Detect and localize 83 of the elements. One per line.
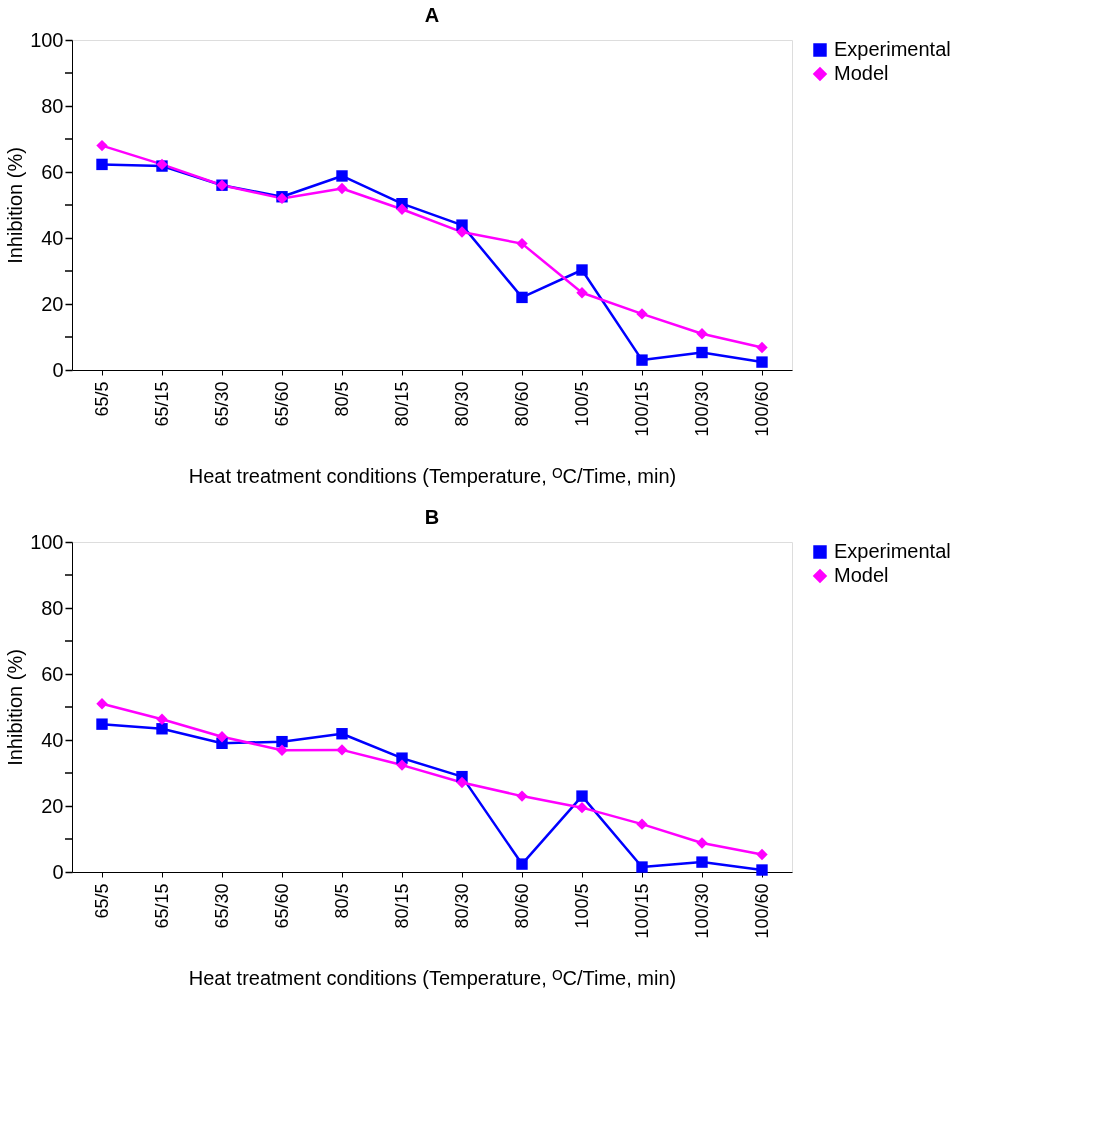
x-axis-title: Heat treatment conditions (Temperature, ᴼC/Time, min) bbox=[188, 464, 677, 487]
y-tick-label: 0 bbox=[52, 860, 64, 883]
point bbox=[96, 718, 108, 730]
point bbox=[96, 698, 108, 710]
point bbox=[756, 864, 768, 876]
point bbox=[456, 776, 468, 789]
y-tick-label: 100 bbox=[30, 28, 64, 51]
chart-title: A bbox=[424, 4, 440, 26]
x-tick-label: 80/5 bbox=[331, 381, 352, 417]
x-tick-label: 80/15 bbox=[391, 883, 412, 929]
point bbox=[336, 182, 348, 195]
x-tick-label: 65/30 bbox=[211, 381, 232, 427]
point bbox=[276, 744, 288, 756]
point bbox=[156, 723, 168, 735]
point bbox=[636, 308, 648, 320]
legend-label: Model bbox=[834, 62, 889, 84]
point bbox=[336, 728, 348, 740]
point bbox=[636, 354, 648, 366]
x-axis-title: Heat treatment conditions (Temperature, ᴼC/Time, min) bbox=[188, 966, 677, 989]
point bbox=[516, 858, 528, 870]
point bbox=[156, 713, 168, 725]
y-axis-title: Inhibition (%) bbox=[4, 649, 27, 766]
point bbox=[396, 203, 408, 215]
point bbox=[516, 237, 528, 250]
point bbox=[696, 856, 708, 868]
x-tick-label: 65/15 bbox=[151, 381, 172, 427]
x-tick-label: 65/60 bbox=[271, 381, 292, 427]
x-tick-label: 80/15 bbox=[391, 381, 412, 427]
point bbox=[336, 744, 348, 756]
y-tick-label: 80 bbox=[41, 94, 64, 117]
y-tick-label: 60 bbox=[41, 662, 64, 685]
chart-title: B bbox=[424, 506, 440, 528]
x-tick-label: 100/5 bbox=[571, 381, 592, 427]
point bbox=[216, 731, 228, 743]
point bbox=[576, 801, 588, 814]
point bbox=[636, 861, 648, 873]
point bbox=[696, 328, 708, 340]
point bbox=[276, 735, 288, 748]
y-axis-title: Inhibition (%) bbox=[4, 147, 27, 264]
legend-label: Model bbox=[834, 564, 889, 586]
point bbox=[756, 356, 768, 368]
point bbox=[756, 341, 768, 354]
point bbox=[576, 790, 588, 802]
point bbox=[516, 291, 528, 304]
point bbox=[516, 790, 528, 802]
y-tick-label: 0 bbox=[52, 358, 64, 381]
y-tick-label: 20 bbox=[41, 794, 64, 817]
x-tick-label: 65/15 bbox=[151, 883, 172, 929]
x-tick-label: 100/15 bbox=[631, 883, 652, 939]
x-tick-label: 100/15 bbox=[631, 381, 652, 437]
point bbox=[696, 837, 708, 849]
point bbox=[456, 226, 468, 238]
y-tick-label: 40 bbox=[41, 728, 64, 751]
point bbox=[96, 139, 108, 152]
point bbox=[96, 158, 108, 171]
y-tick-label: 20 bbox=[41, 292, 64, 315]
legend-label: Experimental bbox=[834, 540, 951, 562]
y-tick-label: 60 bbox=[41, 160, 64, 183]
x-tick-label: 65/5 bbox=[91, 883, 112, 919]
x-tick-label: 80/60 bbox=[511, 381, 532, 427]
x-tick-label: 65/60 bbox=[271, 883, 292, 929]
point bbox=[756, 848, 768, 861]
x-tick-label: 100/30 bbox=[691, 883, 712, 939]
point bbox=[576, 287, 588, 299]
x-tick-label: 100/5 bbox=[571, 883, 592, 929]
x-tick-label: 80/30 bbox=[451, 883, 472, 929]
x-tick-label: 65/5 bbox=[91, 381, 112, 417]
point bbox=[576, 264, 588, 276]
x-tick-label: 100/60 bbox=[751, 883, 772, 939]
point bbox=[696, 346, 708, 359]
x-tick-label: 100/60 bbox=[751, 381, 772, 437]
point bbox=[336, 170, 348, 182]
x-tick-label: 80/5 bbox=[331, 883, 352, 919]
y-tick-label: 100 bbox=[30, 530, 64, 553]
x-tick-label: 80/60 bbox=[511, 883, 532, 929]
y-tick-label: 40 bbox=[41, 226, 64, 249]
legend-label: Experimental bbox=[834, 38, 951, 60]
point bbox=[396, 759, 408, 771]
x-tick-label: 65/30 bbox=[211, 883, 232, 929]
x-tick-label: 80/30 bbox=[451, 381, 472, 427]
x-tick-label: 100/30 bbox=[691, 381, 712, 437]
y-tick-label: 80 bbox=[41, 596, 64, 619]
point bbox=[636, 818, 648, 830]
